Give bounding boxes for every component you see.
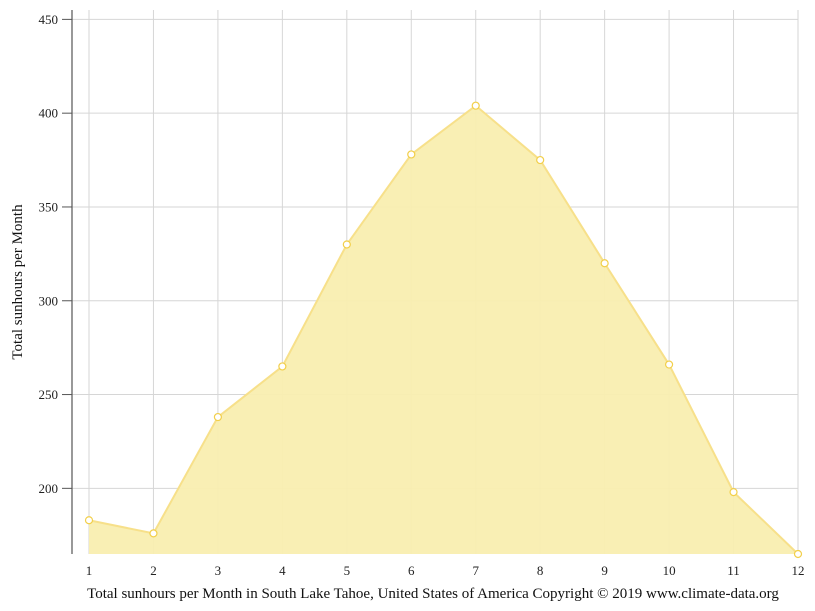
y-tick-label: 400	[39, 106, 59, 121]
data-point-month-9	[600, 259, 609, 268]
series-line	[88, 104, 799, 555]
data-point-month-10	[664, 360, 674, 369]
data-markers	[84, 101, 803, 559]
y-tick-label: 450	[39, 12, 59, 27]
x-tick-label: 10	[663, 563, 676, 578]
x-tick-label: 4	[279, 563, 286, 578]
data-point-month-3	[213, 412, 223, 422]
data-point-month-2	[149, 529, 158, 538]
y-axis-title: Total sunhours per Month	[10, 204, 26, 360]
data-point-month-11	[729, 487, 738, 497]
data-point-month-6	[407, 150, 416, 159]
y-tick-labels: 200 250 300 350 400 450	[39, 12, 72, 496]
y-tick-label: 200	[39, 481, 59, 496]
x-tick-label: 1	[86, 563, 93, 578]
data-point-month-5	[342, 240, 351, 249]
series-area-fill	[89, 105, 798, 554]
x-tick-label: 5	[344, 563, 351, 578]
x-axis-caption: Total sunhours per Month in South Lake T…	[87, 586, 779, 602]
data-point-month-4	[278, 362, 287, 371]
x-tick-labels: 1 2 3 4 5 6 7 8 9 10 11 12	[86, 563, 805, 578]
x-tick-label: 12	[792, 563, 805, 578]
y-tick-label: 350	[39, 199, 59, 214]
x-tick-label: 2	[150, 563, 157, 578]
x-tick-label: 6	[408, 563, 415, 578]
x-tick-label: 7	[472, 563, 479, 578]
data-point-month-12	[793, 549, 803, 559]
y-tick-label: 300	[39, 293, 59, 308]
x-tick-label: 9	[601, 563, 608, 578]
x-tick-label: 8	[537, 563, 544, 578]
data-point-month-8	[536, 155, 545, 165]
data-point-month-1	[84, 516, 94, 525]
y-tick-label: 250	[39, 387, 59, 402]
x-tick-label: 11	[727, 563, 740, 578]
data-point-month-7	[471, 101, 480, 110]
x-tick-label: 3	[215, 563, 222, 578]
